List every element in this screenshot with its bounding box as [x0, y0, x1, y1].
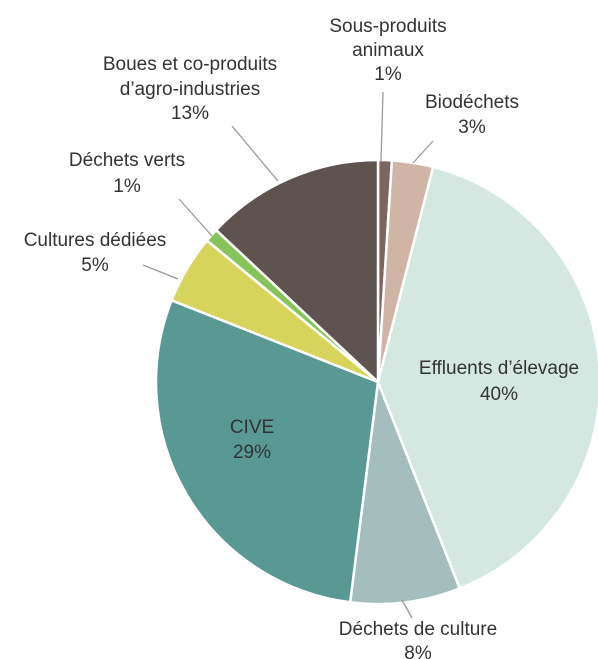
slice-label-boues-agro-industries: d’agro-industries — [120, 79, 260, 100]
slice-label-boues-agro-industries: Boues et co-produits — [103, 54, 277, 75]
slice-effluents-delevage — [376, 165, 598, 591]
leader-line-sous-produits-animaux — [380, 91, 384, 162]
slice-label-dechets-verts: Déchets verts — [69, 150, 185, 171]
leader-line-biodechets — [412, 140, 434, 164]
slice-percent-dechets-de-culture: 8% — [404, 643, 432, 659]
slice-boues-agro-industries — [214, 158, 380, 385]
slice-label-cultures-dediees: Cultures dédiées — [24, 230, 167, 251]
leader-line-dechets-verts — [178, 198, 213, 237]
slice-label-biodechets: Biodéchets — [425, 92, 519, 113]
slice-percent-biodechets: 3% — [458, 117, 486, 138]
slice-label-effluents-delevage: Effluents d’élevage — [419, 358, 579, 379]
leader-lines — [142, 91, 434, 619]
slice-dechets-de-culture — [348, 381, 462, 606]
slice-percent-cive: 29% — [233, 442, 271, 463]
slice-label-sous-produits-animaux: animaux — [352, 40, 424, 61]
slice-cive — [154, 298, 380, 604]
slice-label-sous-produits-animaux: Sous-produits — [329, 16, 446, 37]
slice-percent-cultures-dediees: 5% — [81, 255, 109, 276]
pie-slices — [154, 158, 598, 606]
leader-line-dechets-de-culture — [401, 599, 413, 619]
leader-line-boues-agro-industries — [231, 125, 279, 182]
slice-percent-boues-agro-industries: 13% — [171, 103, 209, 124]
slice-percent-sous-produits-animaux: 1% — [374, 64, 402, 85]
slice-labels: Sous-produits animaux 1% Biodéchets 3% Efflue… — [24, 16, 579, 659]
slice-percent-dechets-verts: 1% — [113, 176, 141, 197]
leader-line-cultures-dediees — [142, 264, 179, 280]
slice-percent-effluents-delevage: 40% — [480, 384, 518, 405]
slice-label-dechets-de-culture: Déchets de culture — [339, 619, 497, 640]
slice-label-cive: CIVE — [230, 417, 274, 438]
